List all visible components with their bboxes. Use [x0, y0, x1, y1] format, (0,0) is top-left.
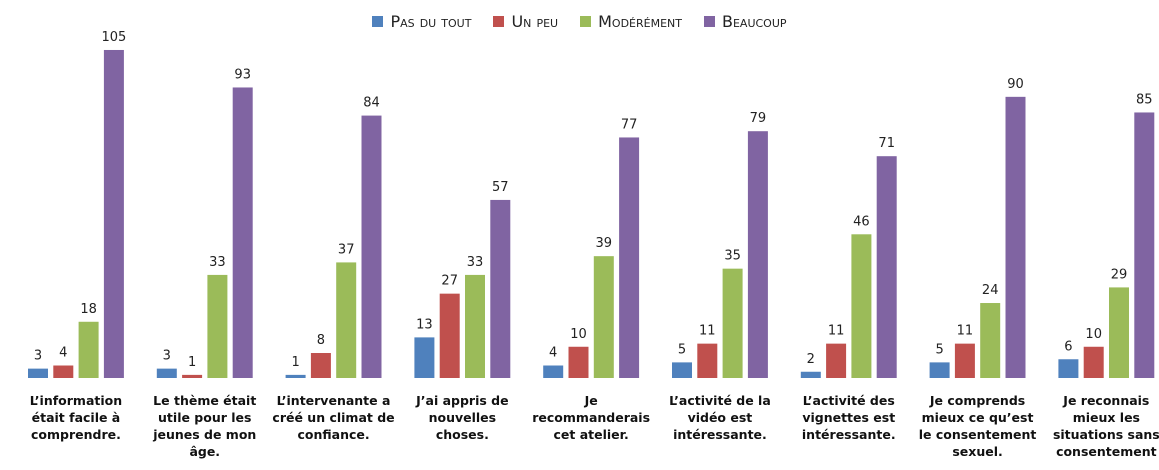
bar	[232, 87, 253, 378]
value-label: 37	[338, 242, 355, 257]
category-label: Je recommanderais cet atelier.	[532, 393, 651, 442]
bar	[310, 353, 331, 378]
bar	[1005, 96, 1026, 378]
bar	[361, 115, 382, 379]
bar	[722, 268, 743, 378]
bar	[439, 293, 460, 378]
value-label: 90	[1007, 77, 1024, 92]
legend-swatch	[580, 16, 592, 27]
value-label: 35	[724, 249, 741, 264]
category-label: L’intervenante a créé un climat de confi…	[272, 393, 395, 442]
value-label: 4	[549, 346, 557, 361]
bar	[954, 343, 975, 378]
bar	[697, 343, 718, 378]
value-label: 84	[363, 96, 380, 111]
value-label: 11	[699, 324, 716, 339]
value-label: 10	[570, 327, 587, 342]
legend-swatch	[704, 16, 715, 27]
value-label: 11	[957, 324, 974, 339]
value-label: 39	[596, 236, 613, 251]
bar	[53, 365, 74, 378]
value-label: 8	[317, 333, 325, 348]
value-label: 33	[467, 255, 484, 270]
bar	[929, 362, 950, 378]
bar	[336, 262, 357, 378]
category-label: Je reconnais mieux les situations sans c…	[1052, 393, 1159, 459]
bar	[980, 303, 1001, 378]
bar	[465, 274, 485, 378]
bar	[490, 199, 511, 378]
bar	[28, 368, 48, 378]
legend-item: Un peu	[493, 12, 558, 31]
bar	[826, 343, 847, 378]
value-label: 5	[678, 342, 686, 357]
bar	[1134, 112, 1155, 379]
bar	[1083, 346, 1104, 378]
value-label: 79	[750, 111, 767, 126]
legend-label: Pas du tout	[390, 12, 472, 31]
category-label: L’activité de la vidéo est intéressante.	[669, 393, 771, 442]
value-label: 24	[982, 283, 999, 298]
category-label: L’information était facile à comprendre.	[29, 393, 123, 442]
legend-label: Modérément	[598, 12, 682, 31]
bar	[285, 374, 306, 378]
bar	[1109, 287, 1129, 378]
bar	[619, 137, 640, 378]
value-label: 85	[1136, 92, 1153, 107]
value-label: 10	[1085, 327, 1102, 342]
value-label: 93	[234, 67, 251, 82]
legend: Pas du tout Un peu Modérément Beaucoup	[0, 12, 1159, 31]
bar	[568, 346, 589, 378]
value-label: 5	[935, 342, 943, 357]
category-label: J’ai appris de nouvelles choses.	[416, 393, 509, 442]
bar	[747, 131, 768, 378]
value-label: 3	[163, 349, 171, 364]
value-label: 71	[878, 136, 895, 151]
bar	[414, 337, 435, 378]
bar	[876, 156, 897, 378]
bar	[182, 374, 203, 378]
value-label: 4	[59, 346, 67, 361]
value-label: 29	[1111, 267, 1128, 282]
legend-swatch	[372, 16, 384, 27]
value-label: 13	[416, 317, 433, 332]
bar	[543, 365, 564, 378]
category-label: L’activité des vignettes est intéressant…	[801, 393, 896, 442]
bar	[103, 49, 124, 378]
value-label: 6	[1064, 339, 1072, 354]
bar	[593, 256, 614, 378]
legend-label: Beaucoup	[722, 12, 787, 31]
bar	[851, 234, 872, 378]
value-label: 11	[828, 324, 845, 339]
value-label: 105	[101, 30, 126, 45]
bar	[78, 321, 99, 378]
value-label: 2	[807, 352, 815, 367]
value-label: 18	[80, 302, 97, 317]
legend-item: Beaucoup	[704, 12, 787, 31]
legend-swatch	[493, 16, 505, 27]
value-label: 1	[188, 355, 196, 370]
bar	[800, 371, 821, 378]
legend-label: Un peu	[511, 12, 559, 31]
bar	[672, 362, 692, 378]
bar	[1058, 359, 1079, 378]
category-label: Je comprends mieux ce qu’est le consente…	[918, 393, 1037, 459]
value-label: 27	[441, 274, 458, 289]
value-label: 33	[209, 255, 226, 270]
legend-item: Pas du tout	[372, 12, 471, 31]
value-label: 1	[291, 355, 299, 370]
value-label: 46	[853, 214, 870, 229]
category-label: Le thème était utile pour les jeunes de …	[153, 393, 257, 459]
value-label: 57	[492, 180, 509, 195]
value-label: 77	[621, 117, 638, 132]
value-label: 3	[34, 349, 42, 364]
bar	[156, 368, 177, 378]
bar	[207, 274, 228, 378]
legend-item: Modérément	[580, 12, 682, 31]
